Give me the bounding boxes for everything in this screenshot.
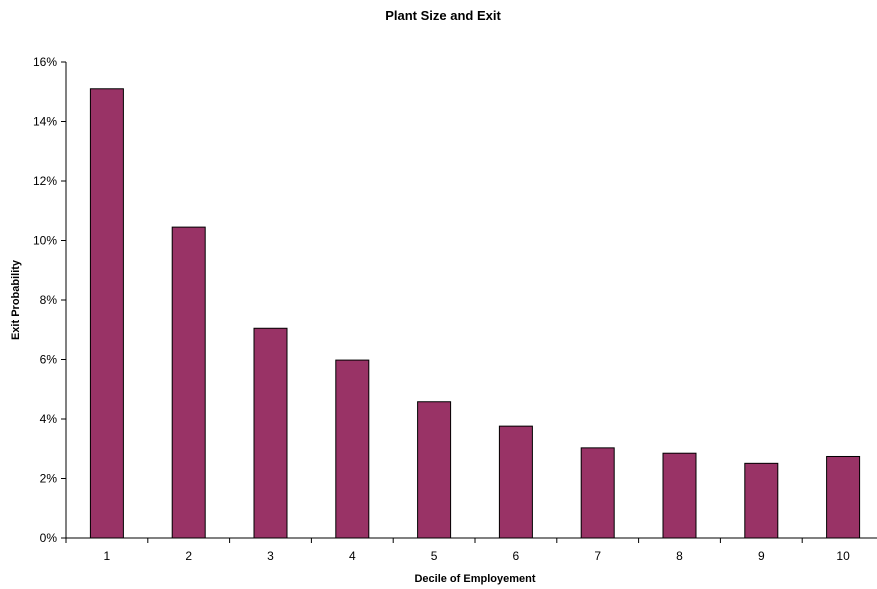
plot-area: 0% 2% 4% 6% 8% 10% 12% 14% 16% 1 2 3 4 5 6 7 8 9 10 <box>33 55 877 563</box>
y-tick-label: 0% <box>40 531 58 545</box>
y-tick-label: 10% <box>33 234 57 248</box>
x-tick-label: 5 <box>431 549 438 563</box>
y-tick-label: 4% <box>40 412 58 426</box>
y-tick-label: 12% <box>33 174 57 188</box>
bar <box>335 359 370 539</box>
x-axis-label: Decile of Employement <box>414 573 535 585</box>
x-tick-label: 10 <box>836 549 850 563</box>
bar <box>89 88 124 539</box>
y-axis-label: Exit Probability <box>10 259 22 340</box>
bar <box>417 401 452 539</box>
x-tick-label: 2 <box>185 549 192 563</box>
chart-title: Plant Size and Exit <box>385 8 501 23</box>
bar <box>171 226 206 539</box>
bar <box>580 447 615 539</box>
y-tick-label: 16% <box>33 55 57 69</box>
y-tick-label: 2% <box>40 472 58 486</box>
x-tick-label: 8 <box>676 549 683 563</box>
bar <box>498 425 533 539</box>
x-tick-label: 4 <box>349 549 356 563</box>
bar <box>744 462 779 539</box>
bar <box>826 455 861 539</box>
bar <box>662 452 697 539</box>
y-tick-label: 8% <box>40 293 58 307</box>
x-tick-label: 1 <box>104 549 111 563</box>
bar <box>253 327 288 539</box>
x-tick-label: 3 <box>267 549 274 563</box>
y-tick-label: 14% <box>33 115 57 129</box>
y-tick-label: 6% <box>40 353 58 367</box>
x-tick-label: 7 <box>594 549 601 563</box>
x-tick-label: 6 <box>513 549 520 563</box>
x-tick-label: 9 <box>758 549 765 563</box>
